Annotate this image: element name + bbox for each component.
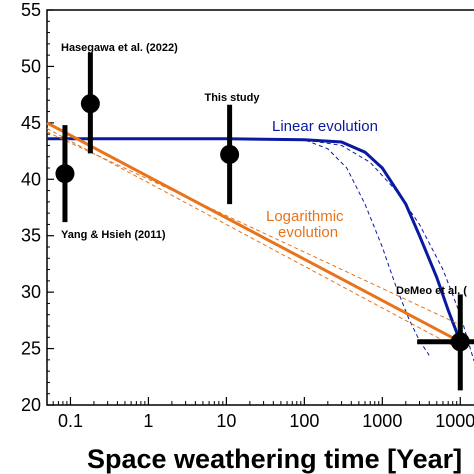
logarithmic-solid-line: [46, 121, 462, 344]
y-ticks: 20 25 30 35 40 45 50 55: [21, 0, 474, 415]
y-tick-label: 45: [21, 113, 41, 133]
x-axis-label: Space weathering time [Year]: [87, 444, 462, 474]
data-points: [55, 94, 470, 352]
y-tick-label: 50: [21, 56, 41, 76]
point-label: DeMeo et al. (: [396, 285, 467, 297]
y-tick-label: 35: [21, 226, 41, 246]
curve-label: Logarithmic: [266, 208, 344, 225]
data-point: [55, 164, 75, 184]
curve-label: evolution: [278, 224, 338, 241]
x-tick-label: 10: [216, 411, 236, 431]
x-ticks: 0.1 1 10 100 1000 10000: [46, 397, 474, 431]
x-tick-label: 1: [143, 411, 153, 431]
point-labels: Yang & Hsieh (2011) Hasegawa et al. (2022…: [61, 42, 467, 297]
y-tick-label: 20: [21, 395, 41, 415]
point-label: Yang & Hsieh (2011): [61, 229, 166, 241]
curve-label: Linear evolution: [272, 118, 378, 135]
point-label: This study: [204, 92, 260, 104]
plot-frame: [46, 9, 474, 406]
logarithmic-dashed-line: [46, 128, 461, 351]
series-lines: [46, 121, 474, 362]
x-tick-label: 100: [289, 411, 319, 431]
data-point: [450, 332, 470, 352]
data-point: [80, 94, 100, 114]
linear-dashed-line: [46, 138, 474, 362]
point-label: Hasegawa et al. (2022): [61, 42, 178, 54]
linear-dashed-line: [46, 138, 430, 356]
y-tick-label: 25: [21, 339, 41, 359]
y-tick-label: 30: [21, 282, 41, 302]
x-tick-label: 1000: [362, 411, 402, 431]
x-tick-label: 0.1: [58, 411, 83, 431]
data-point: [220, 144, 240, 164]
x-tick-label: 10000: [435, 411, 474, 431]
logarithmic-dashed-line: [46, 131, 461, 326]
y-tick-label: 40: [21, 169, 41, 189]
y-tick-label: 55: [21, 0, 41, 20]
